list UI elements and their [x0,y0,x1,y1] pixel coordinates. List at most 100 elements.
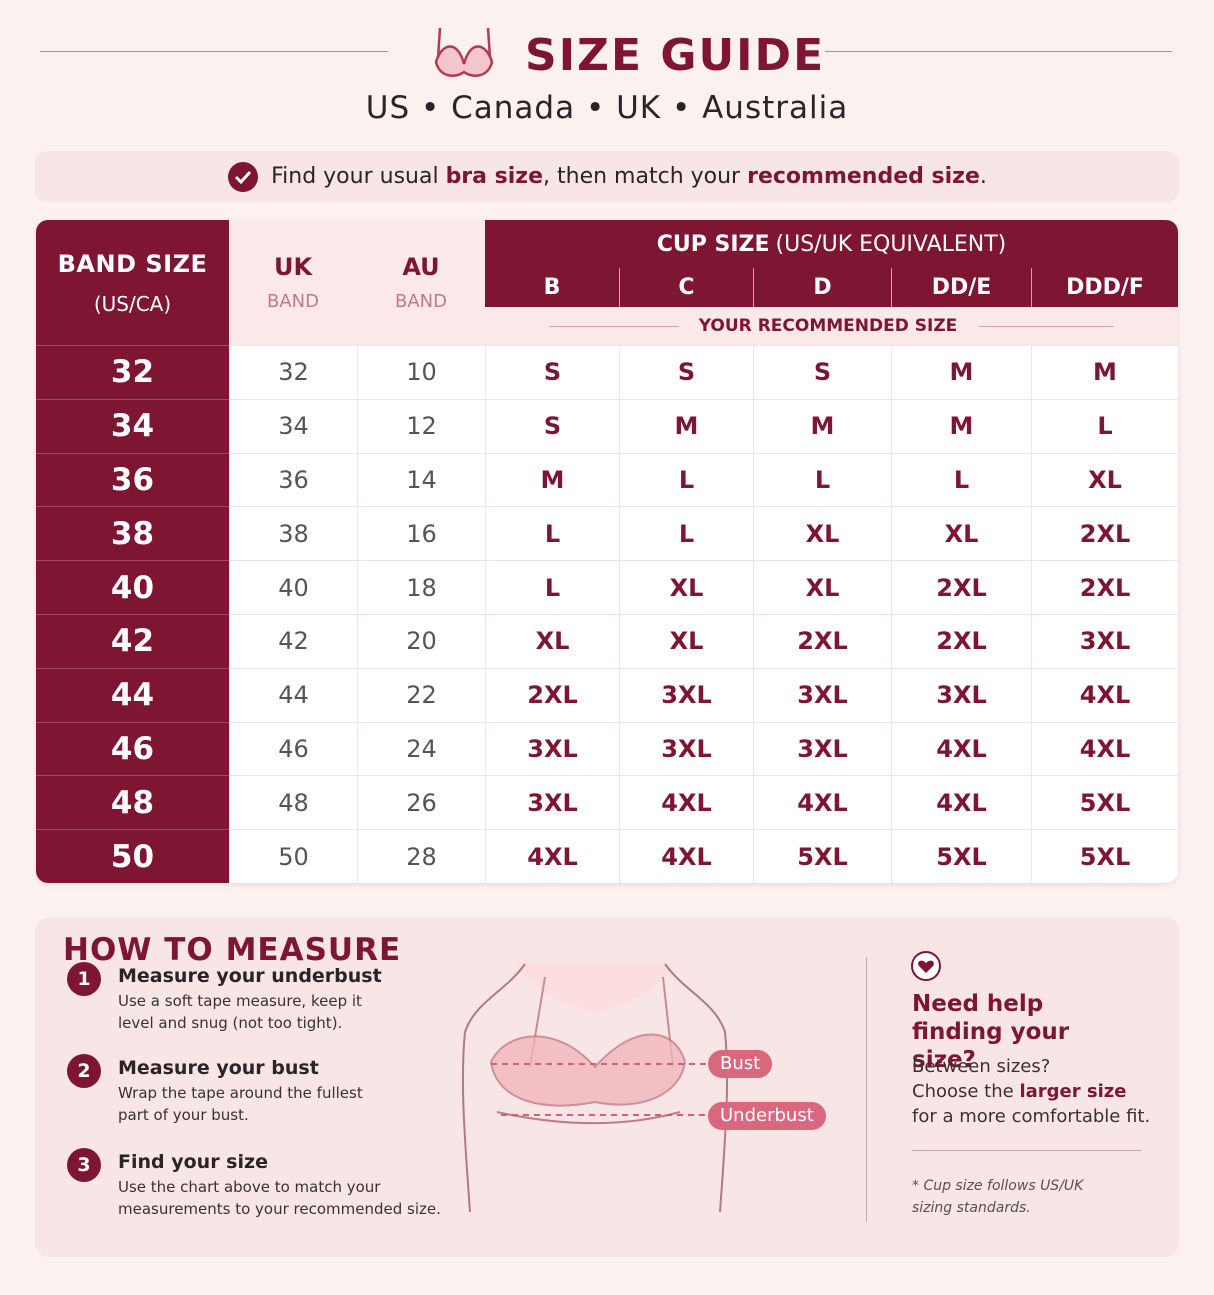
au-band: 20 [357,614,485,668]
band-size: 40 [36,560,229,614]
recommended-size: XL [485,614,619,668]
header-sub: (US/UK EQUIVALENT) [775,231,1007,257]
au-band: 16 [357,506,485,561]
rule [40,51,388,52]
size-table: BAND SIZE (US/CA) UK BAND AU BAND CUP SIZE (US/… [36,220,1178,883]
recommended-row: YOUR RECOMMENDED SIZE [485,307,1178,345]
notice-text: . [979,164,987,189]
recommended-size: 4XL [1031,667,1178,722]
help-line: Choose the [912,1081,1020,1102]
recommended-size: L [619,506,753,561]
recommended-size: 2XL [891,614,1031,668]
uk-band: 48 [229,775,357,830]
uk-band: 38 [229,506,357,561]
header-title: AU [402,253,440,281]
uk-band: 44 [229,667,357,722]
recommended-size: M [891,398,1031,453]
recommended-size: XL [1031,452,1178,507]
recommended-size: L [891,452,1031,507]
bust-label: Bust [708,1050,773,1078]
divider [866,957,867,1222]
band-header: UK BAND [229,220,357,345]
band-size: 48 [36,775,229,830]
step-title: Find your size [118,1151,268,1173]
recommended-size: M [1031,345,1178,399]
header-sub: BAND [267,291,319,312]
notice-text: Find your usual [271,164,446,189]
recommended-size: M [891,345,1031,399]
au-band: 14 [357,452,485,507]
band-size: 38 [36,506,229,561]
recommended-size: L [485,560,619,614]
au-band: 22 [357,667,485,722]
band-size: 44 [36,667,229,722]
uk-band: 34 [229,398,357,453]
band-size: 46 [36,721,229,776]
check-icon [228,161,259,192]
recommended-size: 4XL [891,775,1031,830]
recommended-size: 3XL [619,667,753,722]
uk-band: 36 [229,452,357,507]
footnote: * Cup size follows US/UK sizing standard… [912,1178,1084,1216]
heart-icon [911,951,941,981]
rule [825,51,1172,52]
step-text: Use the chart above to match your measur… [118,1178,441,1218]
recommended-size: M [619,398,753,453]
header-sub: (US/CA) [93,291,172,316]
cup-label: C [619,268,753,307]
band-header: AU BAND [357,220,485,345]
recommended-size: 3XL [753,721,891,776]
recommended-size: S [753,345,891,399]
measure-panel: HOW TO MEASURE 1 Measure your underbust Us… [35,917,1179,1257]
recommended-size: 4XL [891,721,1031,776]
au-band: 18 [357,560,485,614]
step-text: Use a soft tape measure, keep it level a… [118,992,362,1032]
rule [912,1150,1142,1151]
help-line: for a more comfortable fit. [912,1106,1151,1127]
bra-icon [434,27,494,77]
uk-band: 46 [229,721,357,776]
au-band: 10 [357,345,485,399]
step-title: Measure your underbust [118,965,382,987]
recommended-size: 4XL [753,775,891,830]
recommended-size: 4XL [619,775,753,830]
band-size: 50 [36,829,229,883]
recommended-label: YOUR RECOMMENDED SIZE [698,316,958,336]
au-band: 12 [357,398,485,453]
underbust-label: Underbust [708,1102,826,1130]
recommended-size: S [485,398,619,453]
rule [548,325,679,327]
recommended-size: XL [753,560,891,614]
notice-bold: recommended size [747,164,980,189]
recommended-size: 3XL [485,721,619,776]
cup-label: B [485,268,619,307]
recommended-size: L [619,452,753,507]
measure-diagram [461,962,745,1213]
recommended-size: 4XL [485,829,619,883]
recommended-size: XL [891,506,1031,561]
recommended-size: L [753,452,891,507]
recommended-size: S [619,345,753,399]
recommended-size: 5XL [1031,775,1178,830]
rule [979,325,1115,327]
uk-band: 32 [229,345,357,399]
notice-text: , then match your [543,164,748,189]
au-band: 24 [357,721,485,776]
help-text: Between sizes? Choose the larger size fo… [912,1054,1162,1129]
recommended-size: 4XL [619,829,753,883]
recommended-size: 3XL [753,667,891,722]
recommended-size: 3XL [619,721,753,776]
uk-band: 42 [229,614,357,668]
step-title: Measure your bust [118,1057,319,1079]
recommended-size: XL [619,614,753,668]
subtitle: US • Canada • UK • Australia [365,90,849,126]
recommended-size: 5XL [1031,829,1178,883]
recommended-size: 3XL [485,775,619,830]
recommended-size: XL [619,560,753,614]
recommended-size: M [753,398,891,453]
recommended-size: XL [753,506,891,561]
help-bold: larger size [1019,1081,1127,1102]
recommended-size: 5XL [891,829,1031,883]
cup-label: DD/E [891,268,1031,307]
